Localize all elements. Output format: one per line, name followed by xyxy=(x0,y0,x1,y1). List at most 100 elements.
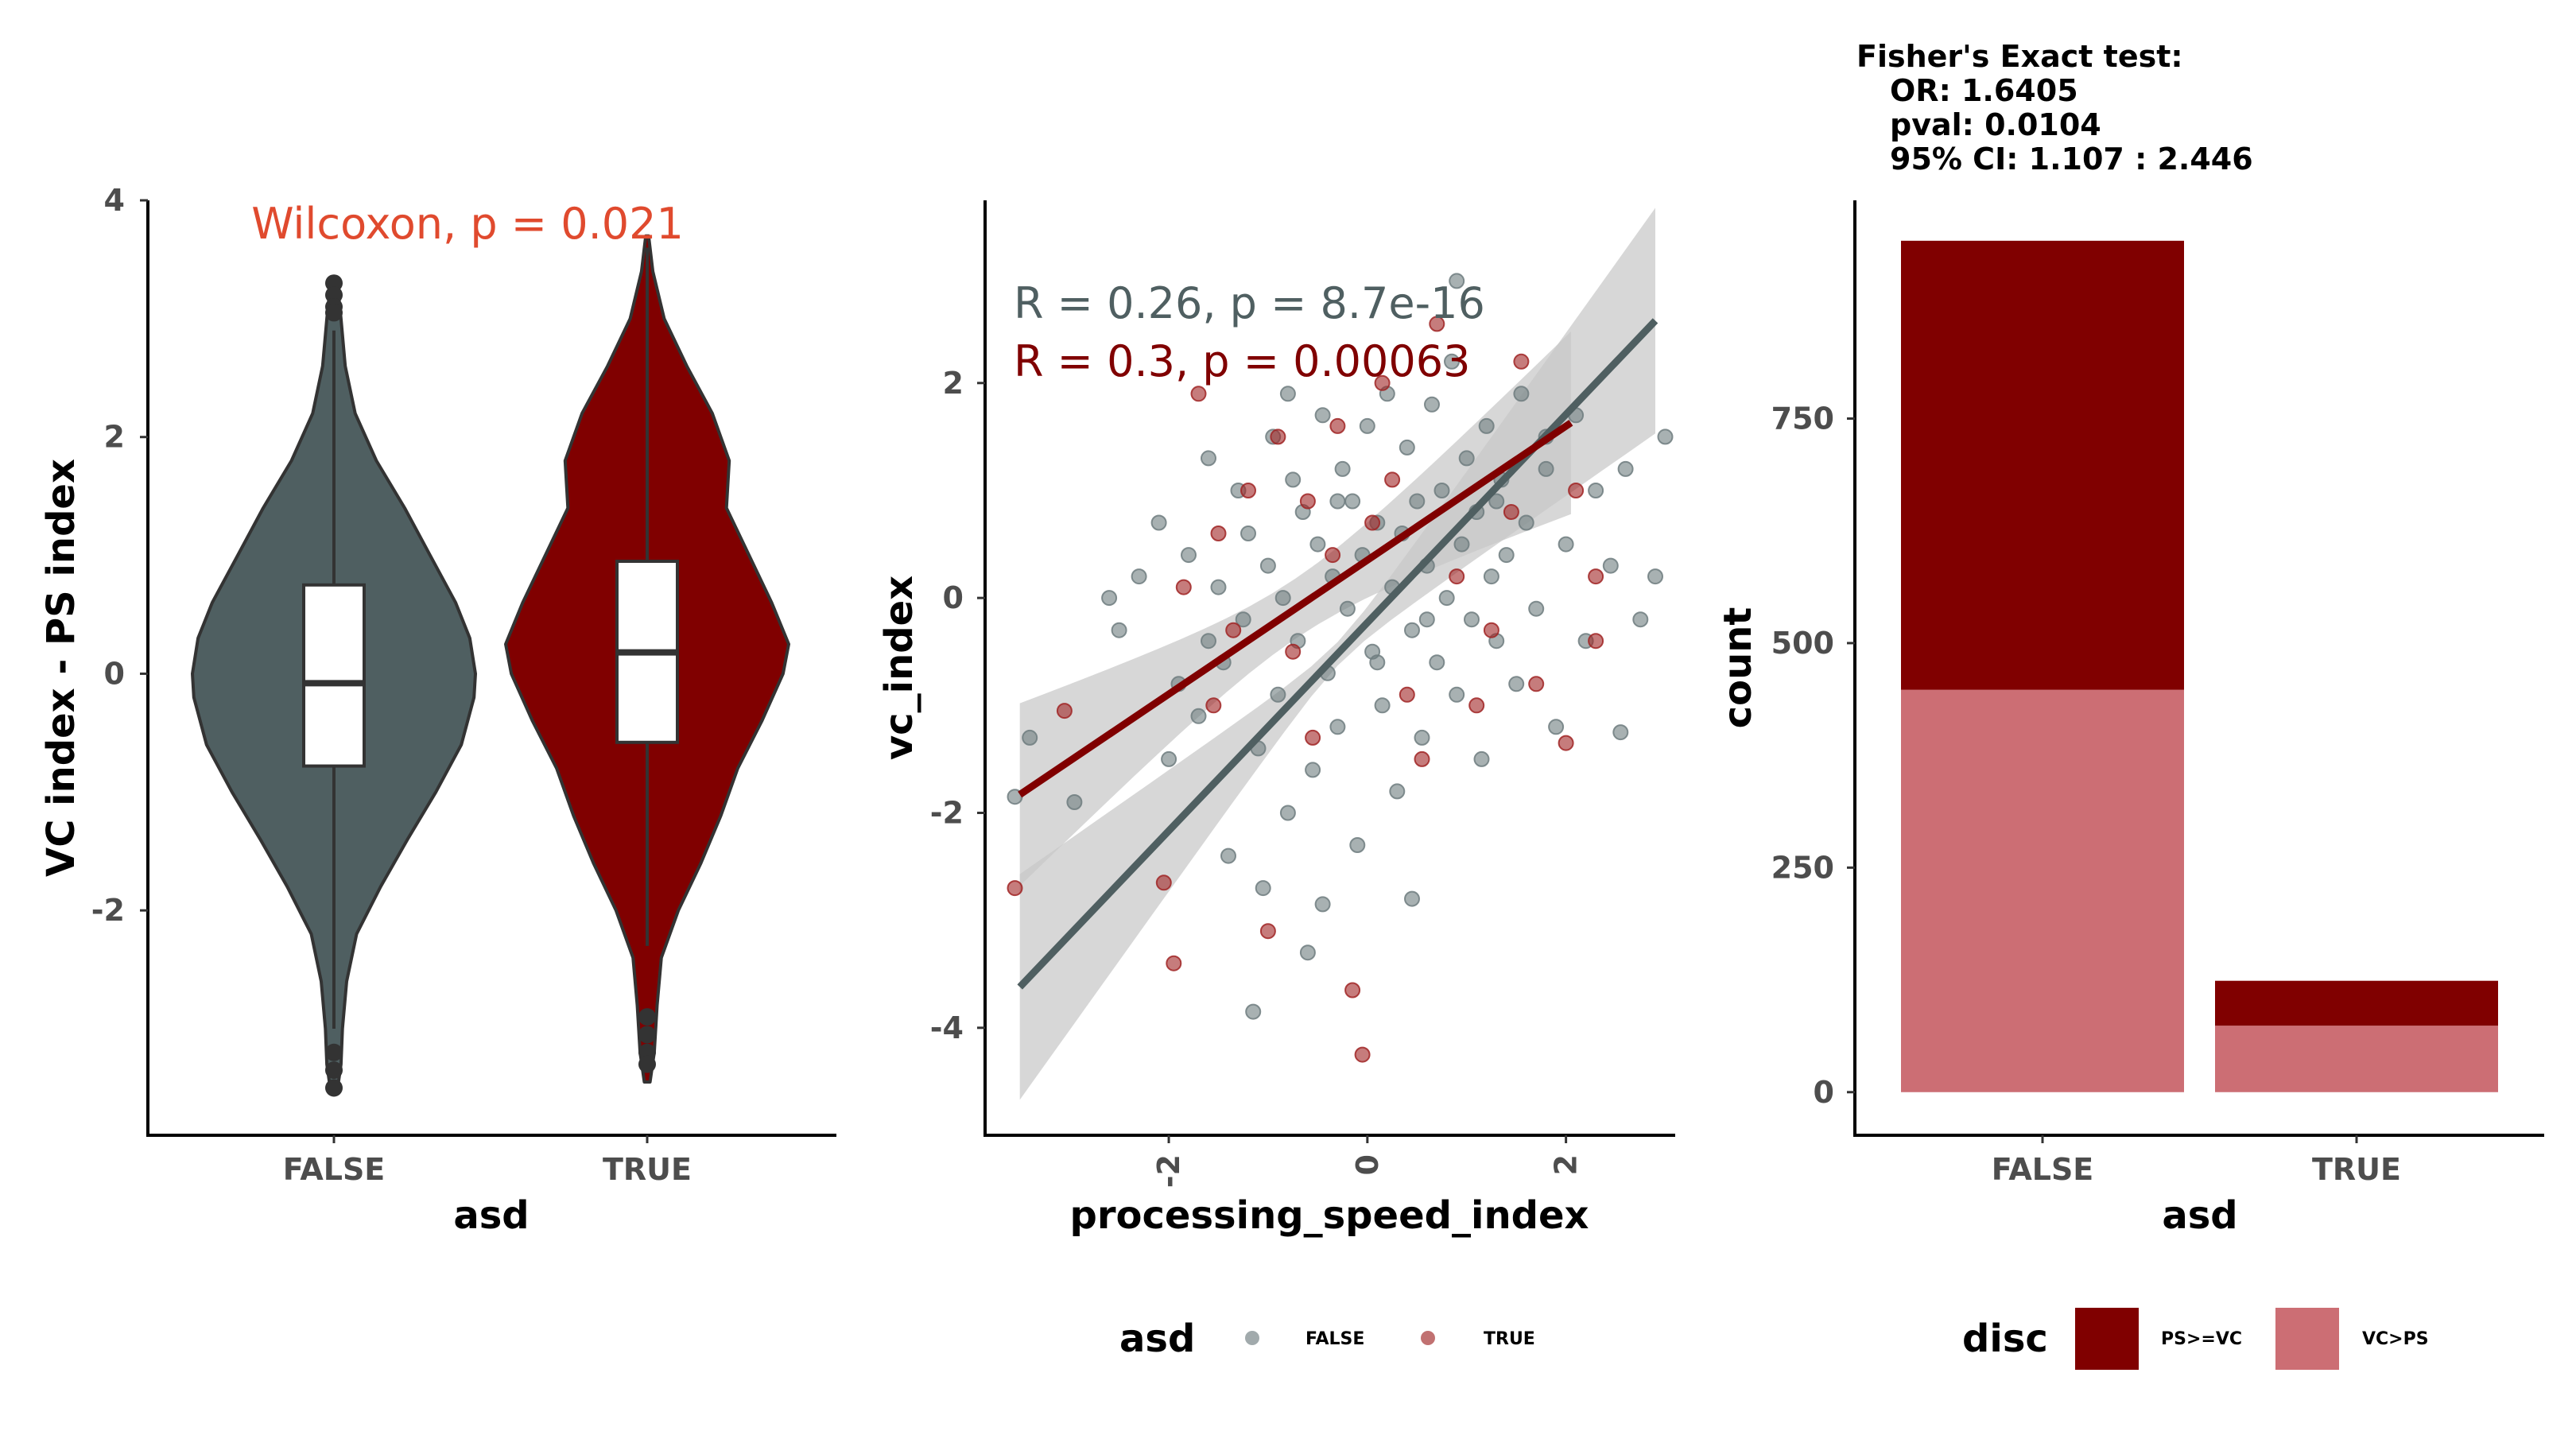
point-false xyxy=(1314,407,1331,424)
scatter-y-ticks: -4 -2 0 2 xyxy=(930,366,985,1045)
disc-legend-title: disc xyxy=(1962,1317,2048,1361)
point-true xyxy=(1503,504,1519,520)
x-tick-label: -2 xyxy=(1151,1154,1186,1188)
violin-shapes xyxy=(191,234,790,1097)
point-true xyxy=(1449,568,1465,585)
point-false xyxy=(1449,273,1465,289)
scatter-points xyxy=(1007,273,1674,1063)
point-false xyxy=(1513,386,1530,402)
point-false xyxy=(1418,611,1435,628)
point-false xyxy=(1349,837,1366,853)
point-false xyxy=(1279,386,1296,402)
point-false xyxy=(1404,622,1420,638)
regression-lines xyxy=(1017,318,1658,990)
point-false xyxy=(1508,676,1525,692)
legend-ps-ge-vc-label: PS>=VC xyxy=(2161,1329,2242,1349)
bar-true-ps-ge-vc xyxy=(2215,980,2498,1026)
point-false xyxy=(1259,557,1276,574)
point-false xyxy=(1518,514,1534,531)
point-false xyxy=(1429,654,1445,671)
point-false xyxy=(1334,460,1351,477)
violin-x-axis-title: asd xyxy=(453,1193,529,1238)
point-false xyxy=(1111,622,1127,638)
point-false xyxy=(1161,750,1177,767)
point-false xyxy=(1245,1003,1262,1020)
point-false xyxy=(1299,944,1316,961)
violin-y-axis-title: VC index - PS index xyxy=(39,459,83,877)
point-false xyxy=(1255,880,1271,897)
legend-vc-gt-ps-label: VC>PS xyxy=(2362,1329,2429,1349)
point-false xyxy=(1329,719,1346,735)
y-tick-label: 0 xyxy=(943,580,964,615)
point-false xyxy=(1449,686,1465,703)
point-false xyxy=(1602,557,1619,574)
violin-x-ticks: FALSE TRUE xyxy=(283,1135,692,1187)
point-true xyxy=(1166,955,1182,971)
point-true xyxy=(1429,316,1445,332)
legend-false-key xyxy=(1245,1331,1259,1345)
point-false xyxy=(1359,417,1375,434)
point-true xyxy=(1285,643,1302,660)
point-false xyxy=(1131,568,1147,585)
point-false xyxy=(1657,429,1674,445)
point-true xyxy=(1374,374,1391,391)
point-true xyxy=(1259,923,1276,940)
point-true xyxy=(1056,703,1073,719)
point-true xyxy=(1325,547,1341,564)
point-false xyxy=(1473,750,1490,767)
y-tick-label: 2 xyxy=(104,420,125,455)
point-true xyxy=(1225,622,1242,638)
stacked-bars xyxy=(1901,240,2498,1092)
outlier-point xyxy=(325,1043,343,1061)
bar-x-ticks: FALSE TRUE xyxy=(1992,1135,2401,1187)
point-true xyxy=(1568,483,1585,498)
point-false xyxy=(1235,611,1251,628)
x-tick-label: 0 xyxy=(1350,1154,1385,1175)
point-false xyxy=(1548,719,1565,735)
point-false xyxy=(1498,547,1515,564)
point-false xyxy=(1433,483,1450,498)
point-false xyxy=(1528,600,1545,617)
point-false xyxy=(1285,471,1302,488)
point-false xyxy=(1453,536,1470,553)
y-tick-label: -2 xyxy=(930,795,964,830)
x-tick-label: FALSE xyxy=(1992,1152,2094,1187)
bar-y-axis-title: count xyxy=(1716,607,1760,729)
wilcoxon-annotation: Wilcoxon, p = 0.021 xyxy=(251,199,684,249)
y-tick-label: 4 xyxy=(104,183,125,218)
point-false xyxy=(1389,783,1406,800)
correlation-true-annotation: R = 0.3, p = 0.00063 xyxy=(1014,336,1470,386)
point-false xyxy=(1150,514,1167,531)
outlier-point xyxy=(638,1026,656,1044)
point-false xyxy=(1270,686,1286,703)
point-true xyxy=(1190,386,1207,402)
y-tick-label: 2 xyxy=(943,366,964,401)
point-true xyxy=(1414,750,1430,767)
point-false xyxy=(1458,450,1475,467)
point-true xyxy=(1483,622,1499,638)
point-true xyxy=(1364,514,1381,531)
point-false xyxy=(1588,483,1604,498)
point-false xyxy=(1210,579,1227,595)
point-true xyxy=(1155,874,1172,891)
point-true xyxy=(1384,471,1401,488)
scatter-x-axis-title: processing_speed_index xyxy=(1069,1193,1589,1238)
y-tick-label: 750 xyxy=(1771,401,1834,436)
fisher-heading: Fisher's Exact test: xyxy=(1856,39,2183,74)
fisher-or: OR: 1.6405 xyxy=(1890,73,2078,108)
regression-line-true xyxy=(1018,420,1573,798)
x-tick-label: 2 xyxy=(1549,1154,1584,1175)
point-true xyxy=(1329,417,1346,434)
y-tick-label: -2 xyxy=(91,893,125,928)
violin-y-ticks: -2 0 2 4 xyxy=(91,183,148,928)
point-false xyxy=(1101,590,1118,607)
fisher-ci: 95% CI: 1.107 : 2.446 xyxy=(1890,142,2253,176)
point-true xyxy=(1270,429,1286,445)
bar-false-ps-ge-vc xyxy=(1901,240,2184,690)
y-tick-label: 500 xyxy=(1771,626,1834,661)
point-false xyxy=(1274,590,1291,607)
point-false xyxy=(1309,536,1326,553)
y-tick-label: -4 xyxy=(930,1010,964,1045)
